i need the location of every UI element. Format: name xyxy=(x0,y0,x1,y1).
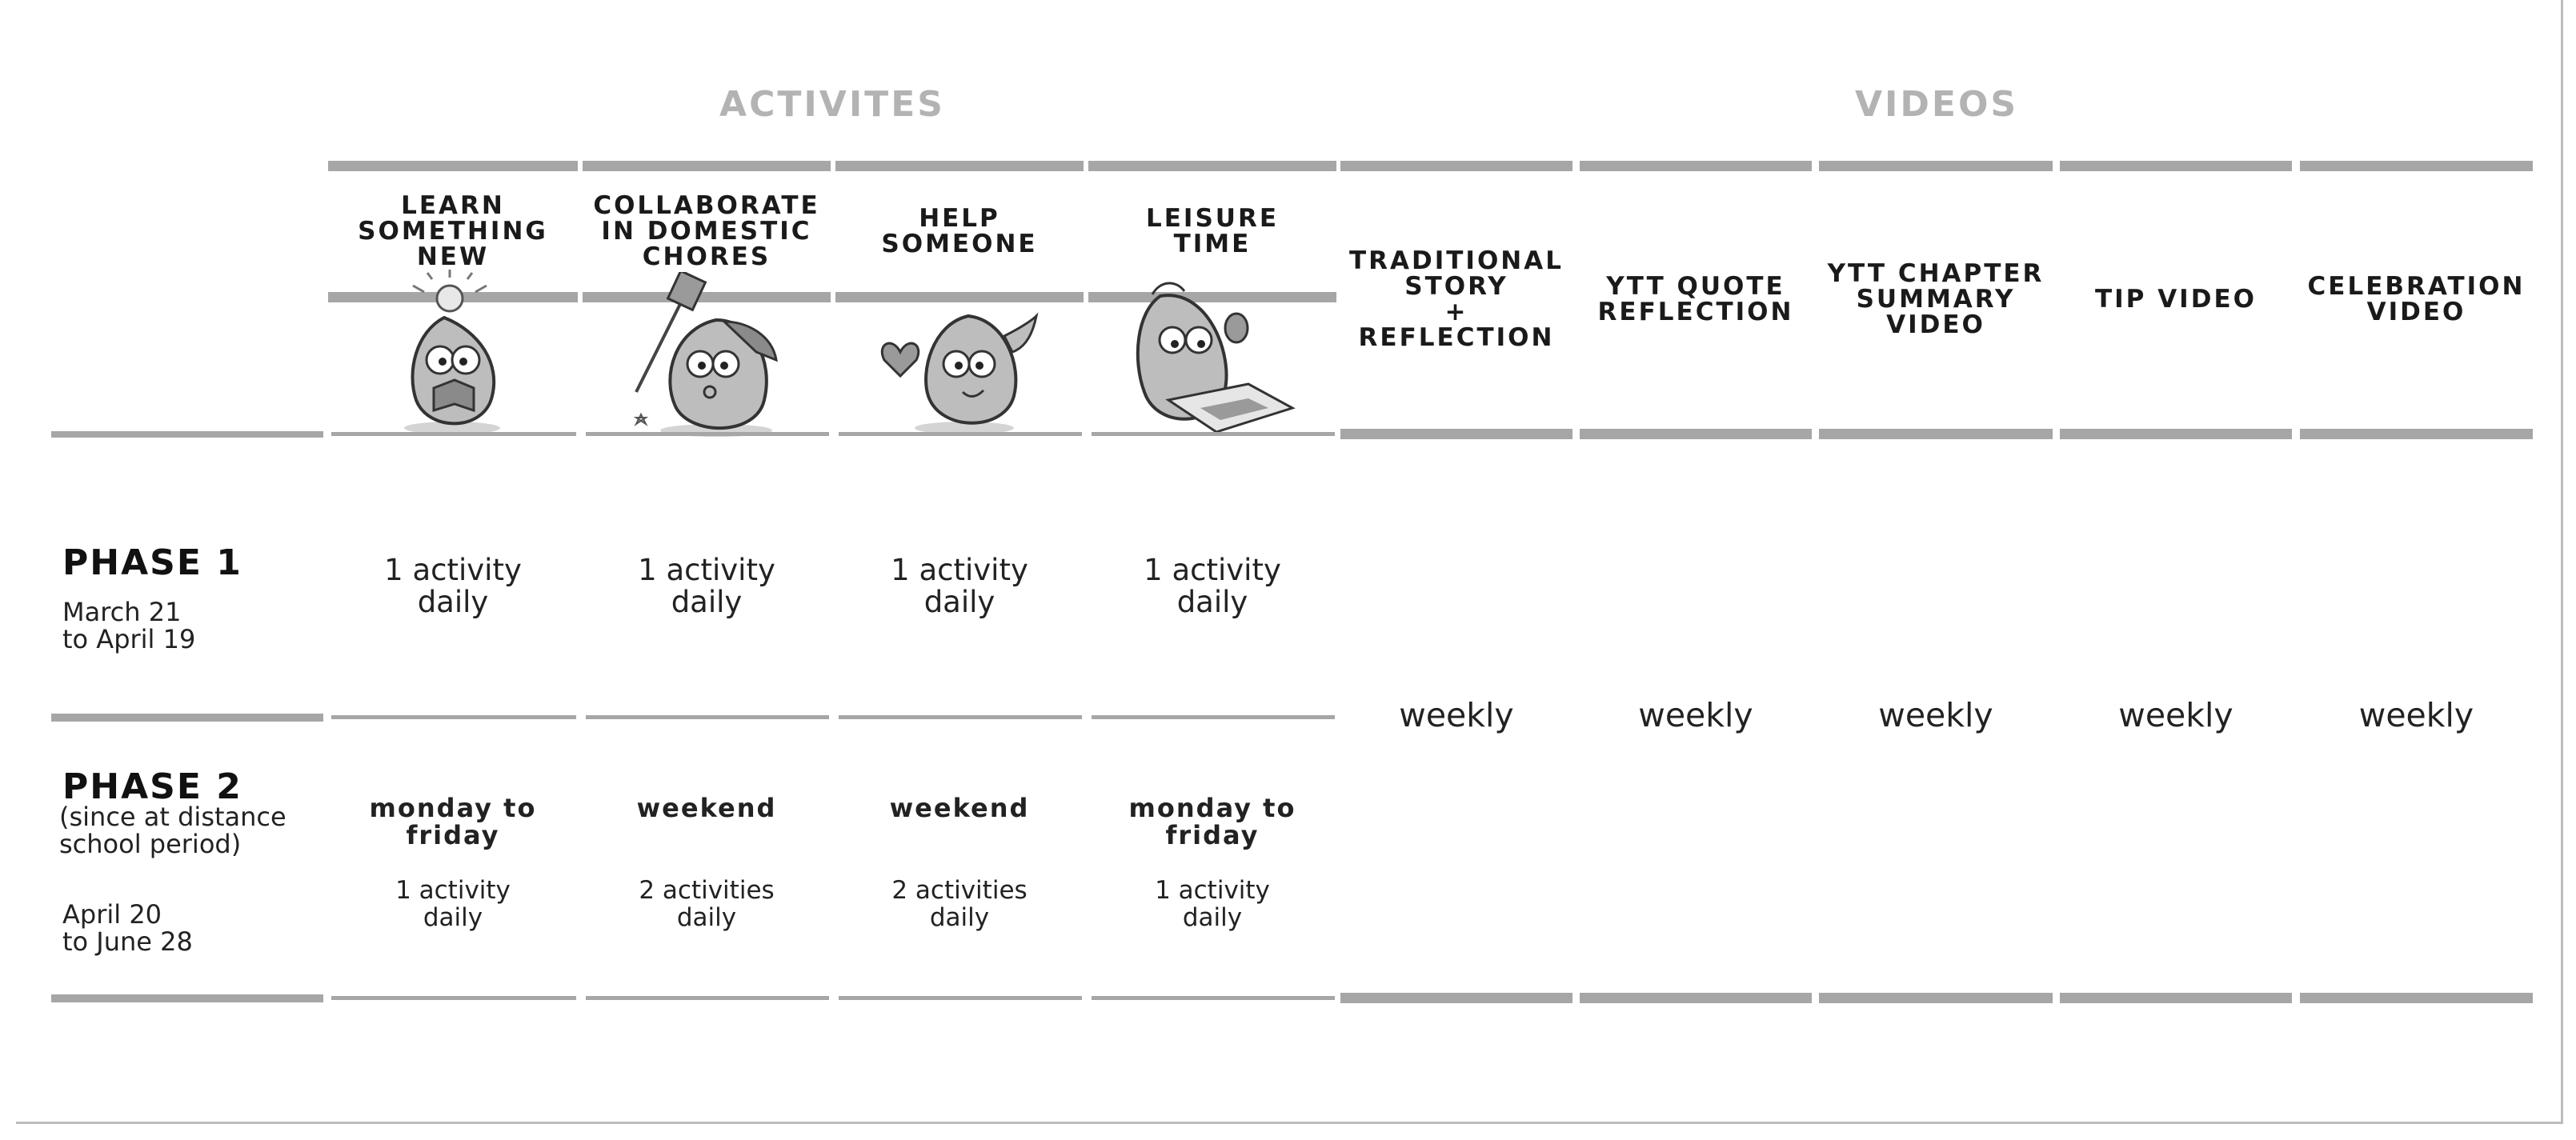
phase2-title: PHASE 2 xyxy=(62,766,242,807)
header-bottom-rule-v5 xyxy=(2300,429,2533,439)
column-header-ytt-chapter: YTT CHAPTER SUMMARY VIDEO xyxy=(1827,259,2045,339)
header-bottom-rule-v4 xyxy=(2060,429,2292,439)
activity-top-rule-2 xyxy=(583,161,831,171)
header-bottom-rule-a2 xyxy=(586,432,829,436)
activity-top-rule-1 xyxy=(328,161,578,171)
phase2-leisure-cell: 1 activity daily xyxy=(1155,876,1270,932)
lightbulb-reading-character-icon xyxy=(404,270,500,434)
phase1-title: PHASE 1 xyxy=(62,542,242,583)
bottom-rule-v3 xyxy=(1819,993,2053,1003)
video-frequency-ytt-chapter: weekly xyxy=(1878,696,1993,734)
phase-separator-label xyxy=(51,714,323,722)
activities-group-title: ACTIVITES xyxy=(719,84,945,125)
bottom-rule-a1 xyxy=(331,996,576,1000)
phase2-collaborate-schedule: weekend xyxy=(636,793,777,823)
column-header-collaborate: COLLABORATE IN DOMESTIC CHORES xyxy=(593,191,820,271)
phase2-help-schedule: weekend xyxy=(889,793,1030,823)
header-bottom-rule-a4 xyxy=(1092,432,1335,436)
header-bottom-rule-a1 xyxy=(331,432,576,436)
video-top-rule-1 xyxy=(1340,161,1572,171)
phase2-leisure-schedule: monday to friday xyxy=(1128,793,1296,850)
column-header-learn: LEARN SOMETHING NEW xyxy=(358,191,548,271)
video-top-rule-2 xyxy=(1580,161,1812,171)
right-frame-edge xyxy=(2561,0,2563,1124)
header-bottom-rule-v3 xyxy=(1819,429,2053,439)
phase-separator-a4 xyxy=(1092,715,1335,719)
video-frequency-tip-video: weekly xyxy=(2118,696,2233,734)
bottom-rule-a3 xyxy=(839,996,1082,1000)
video-frequency-celebration-video: weekly xyxy=(2358,696,2474,734)
phase2-collaborate-cell: 2 activities daily xyxy=(639,876,775,932)
phase1-collaborate-cell: 1 activity daily xyxy=(638,553,775,619)
header-bottom-rule-a3 xyxy=(839,432,1082,436)
column-header-tip-video: TIP VIDEO xyxy=(2095,285,2257,314)
bottom-rule-label xyxy=(51,994,323,1002)
drawing-character-icon xyxy=(1136,282,1296,434)
video-top-rule-5 xyxy=(2300,161,2533,171)
column-header-traditional-story: TRADITIONAL STORY + REFLECTION xyxy=(1349,246,1564,352)
video-frequency-ytt-quote: weekly xyxy=(1638,696,1753,734)
bottom-rule-v2 xyxy=(1580,993,1812,1003)
header-bottom-rule-v2 xyxy=(1580,429,1812,439)
header-bottom-rule-label xyxy=(51,431,323,438)
phase2-dates: April 20 to June 28 xyxy=(62,899,193,957)
phase-separator-a3 xyxy=(839,715,1082,719)
video-frequency-traditional-story: weekly xyxy=(1399,696,1514,734)
phase2-note: (since at distance school period) xyxy=(59,802,286,859)
bottom-rule-a4 xyxy=(1092,996,1335,1000)
phase2-learn-cell: 1 activity daily xyxy=(395,876,511,932)
bottom-rule-v5 xyxy=(2300,993,2533,1003)
bottom-frame-edge xyxy=(16,1122,2562,1124)
bottom-rule-v1 xyxy=(1340,993,1572,1003)
column-header-ytt-quote: YTT QUOTE REFLECTION xyxy=(1597,272,1794,326)
phase1-help-cell: 1 activity daily xyxy=(891,553,1028,619)
videos-group-title: VIDEOS xyxy=(1854,84,2019,125)
phase1-learn-cell: 1 activity daily xyxy=(384,553,522,619)
activity-mid-rule-4 xyxy=(1088,292,1336,302)
phase-separator-a1 xyxy=(331,715,576,719)
bottom-rule-a2 xyxy=(586,996,829,1000)
header-bottom-rule-v1 xyxy=(1340,429,1572,439)
cleaning-character-icon xyxy=(633,272,778,437)
activity-mid-rule-2 xyxy=(583,292,831,302)
activity-top-rule-4 xyxy=(1088,161,1336,171)
video-top-rule-4 xyxy=(2060,161,2292,171)
column-header-leisure: LEISURE TIME xyxy=(1145,204,1279,258)
heart-character-icon xyxy=(880,312,1039,434)
activity-top-rule-3 xyxy=(835,161,1084,171)
phase-separator-a2 xyxy=(586,715,829,719)
phase1-leisure-cell: 1 activity daily xyxy=(1144,553,1281,619)
activity-mid-rule-3 xyxy=(835,292,1084,302)
column-header-celebration-video: CELEBRATION VIDEO xyxy=(2307,272,2526,326)
video-top-rule-3 xyxy=(1819,161,2053,171)
phase2-help-cell: 2 activities daily xyxy=(891,876,1028,932)
phase2-learn-schedule: monday to friday xyxy=(369,793,537,850)
column-header-help: HELP SOMEONE xyxy=(881,204,1038,258)
bottom-rule-v4 xyxy=(2060,993,2292,1003)
phase1-dates: March 21 to April 19 xyxy=(62,597,196,654)
